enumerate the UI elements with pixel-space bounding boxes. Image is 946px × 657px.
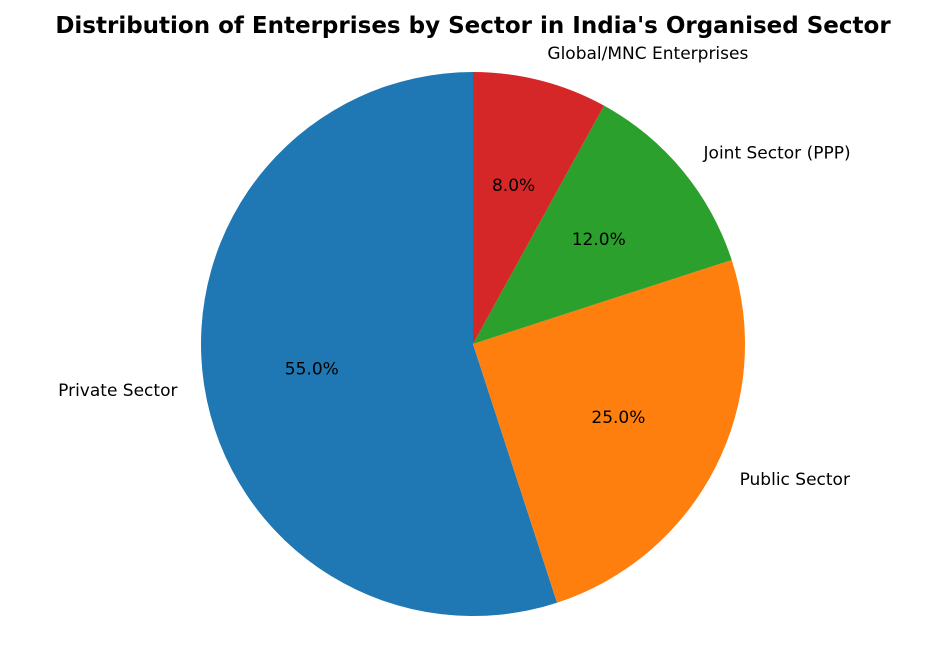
slice-percent-label: 8.0% (492, 176, 535, 196)
chart-title: Distribution of Enterprises by Sector in… (55, 13, 891, 39)
slice-label: Public Sector (740, 470, 850, 490)
pie-slice-public-sector (473, 259, 746, 603)
pie-slice-private-sector (201, 72, 558, 617)
slice-percent-label: 25.0% (591, 408, 645, 428)
slice-label: Joint Sector (PPP) (703, 143, 851, 163)
slice-label: Global/MNC Enterprises (547, 44, 748, 64)
slice-label: Private Sector (58, 381, 177, 401)
pie-slices (201, 71, 746, 617)
slice-percent-label: 55.0% (285, 360, 339, 380)
pie-labels: Private Sector 55.0% Public Sector 25.0% Joi… (58, 44, 850, 490)
pie-slice-joint-sector-ppp (473, 105, 732, 344)
pie-slice-global-mnc-enterprises (473, 71, 605, 344)
slice-percent-label: 12.0% (572, 230, 626, 250)
